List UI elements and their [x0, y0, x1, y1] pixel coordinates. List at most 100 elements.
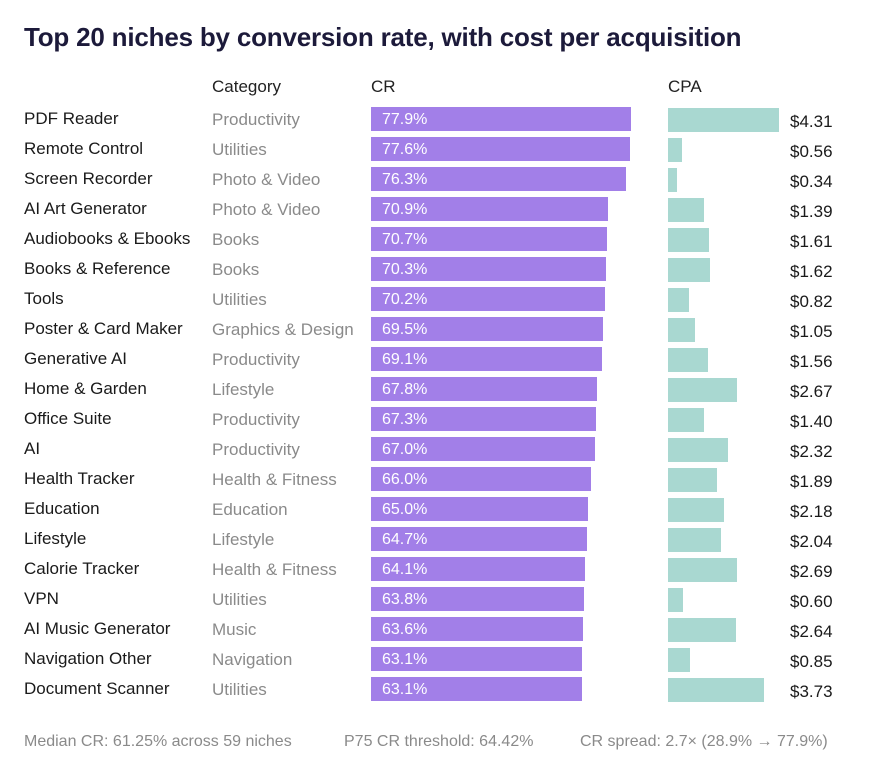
cpa-bar	[668, 258, 710, 282]
cr-value-label: 69.1%	[382, 351, 428, 368]
category-label: Productivity	[212, 410, 300, 429]
cr-value-label: 63.1%	[382, 651, 428, 668]
cpa-value-label: $1.61	[790, 232, 833, 251]
niche-label: Poster & Card Maker	[24, 319, 183, 338]
niche-label: VPN	[24, 589, 59, 608]
cr-bar	[371, 437, 595, 461]
cr-bar	[371, 527, 587, 551]
table-row: AI Music Generator Music 63.6% $2.64	[0, 617, 875, 647]
cr-value-label: 70.3%	[382, 261, 428, 278]
cpa-bar	[668, 198, 704, 222]
cr-bar	[371, 467, 591, 491]
cpa-bar	[668, 678, 764, 702]
table-row: Navigation Other Navigation 63.1% $0.85	[0, 647, 875, 677]
cpa-bar	[668, 168, 677, 192]
cr-bar	[371, 497, 588, 521]
category-label: Productivity	[212, 110, 300, 129]
cr-bar	[371, 647, 582, 671]
category-label: Utilities	[212, 290, 267, 309]
cr-bar	[371, 167, 626, 191]
category-label: Lifestyle	[212, 530, 275, 549]
cpa-value-label: $0.85	[790, 652, 833, 671]
niche-label: Generative AI	[24, 349, 128, 368]
table-row: Home & Garden Lifestyle 67.8% $2.67	[0, 377, 875, 407]
niche-label: Document Scanner	[24, 679, 170, 698]
category-label: Productivity	[212, 440, 300, 459]
cr-bar	[371, 407, 596, 431]
table-row: Calorie Tracker Health & Fitness 64.1% $2.6…	[0, 557, 875, 587]
cr-bar	[371, 317, 603, 341]
cpa-value-label: $4.31	[790, 112, 833, 131]
cr-value-label: 67.8%	[382, 381, 428, 398]
cpa-value-label: $1.89	[790, 472, 833, 491]
cr-value-label: 66.0%	[382, 471, 428, 488]
cpa-value-label: $3.73	[790, 682, 833, 701]
cpa-value-label: $2.32	[790, 442, 833, 461]
cr-bar	[371, 197, 608, 221]
niche-label: Office Suite	[24, 409, 112, 428]
category-label: Books	[212, 230, 260, 249]
cpa-bar	[668, 138, 682, 162]
category-label: Music	[212, 620, 257, 639]
cpa-bar	[668, 348, 708, 372]
niche-label: Books & Reference	[24, 259, 171, 278]
niche-label: AI	[24, 439, 41, 458]
cr-value-label: 70.7%	[382, 231, 428, 248]
niche-label: Health Tracker	[24, 469, 135, 488]
cr-bar	[371, 227, 607, 251]
cpa-bar	[668, 108, 779, 132]
table-row: Remote Control Utilities 77.6% $0.56	[0, 137, 875, 167]
category-label: Education	[212, 500, 288, 519]
cpa-value-label: $1.62	[790, 262, 833, 281]
cpa-value-label: $1.39	[790, 202, 833, 221]
cr-value-label: 63.8%	[382, 591, 428, 608]
niche-label: AI Music Generator	[24, 619, 171, 638]
cr-bar	[371, 377, 597, 401]
cr-value-label: 67.0%	[382, 441, 428, 458]
cr-value-label: 70.2%	[382, 291, 428, 308]
cr-value-label: 77.6%	[382, 141, 428, 158]
category-label: Productivity	[212, 350, 300, 369]
cr-bar	[371, 617, 583, 641]
cpa-bar	[668, 228, 709, 252]
cpa-value-label: $0.60	[790, 592, 833, 611]
footer-p75: P75 CR threshold: 64.42%	[344, 733, 534, 750]
cr-bar	[371, 137, 630, 161]
table-row: Education Education 65.0% $2.18	[0, 497, 875, 527]
cpa-bar	[668, 618, 736, 642]
niche-label: PDF Reader	[24, 109, 119, 128]
category-label: Health & Fitness	[212, 560, 337, 579]
category-label: Health & Fitness	[212, 470, 337, 489]
table-row: Audiobooks & Ebooks Books 70.7% $1.61	[0, 227, 875, 257]
category-label: Photo & Video	[212, 170, 321, 189]
cpa-bar	[668, 468, 717, 492]
cpa-value-label: $2.64	[790, 622, 833, 641]
table-row: AI Art Generator Photo & Video 70.9% $1.39	[0, 197, 875, 227]
cr-bar	[371, 347, 602, 371]
niche-label: Calorie Tracker	[24, 559, 140, 578]
cpa-value-label: $1.40	[790, 412, 833, 431]
category-label: Utilities	[212, 680, 267, 699]
cr-bar	[371, 677, 582, 701]
table-row: Books & Reference Books 70.3% $1.62	[0, 257, 875, 287]
cr-bar	[371, 257, 606, 281]
cpa-value-label: $2.67	[790, 382, 833, 401]
cpa-value-label: $0.34	[790, 172, 833, 191]
niche-label: Education	[24, 499, 100, 518]
table-row: Poster & Card Maker Graphics & Design 69.5…	[0, 317, 875, 347]
niche-label: Audiobooks & Ebooks	[24, 229, 191, 248]
niche-label: Lifestyle	[24, 529, 87, 548]
cr-value-label: 65.0%	[382, 501, 428, 518]
chart-title: Top 20 niches by conversion rate, with c…	[24, 22, 742, 52]
niche-label: AI Art Generator	[24, 199, 147, 218]
table-row: AI Productivity 67.0% $2.32	[0, 437, 875, 467]
cr-bar	[371, 287, 605, 311]
table-row: Screen Recorder Photo & Video 76.3% $0.34	[0, 167, 875, 197]
cpa-value-label: $1.05	[790, 322, 833, 341]
cpa-bar	[668, 378, 737, 402]
niche-label: Home & Garden	[24, 379, 147, 398]
category-label: Books	[212, 260, 260, 279]
niche-label: Screen Recorder	[24, 169, 153, 188]
cr-bar	[371, 107, 631, 131]
